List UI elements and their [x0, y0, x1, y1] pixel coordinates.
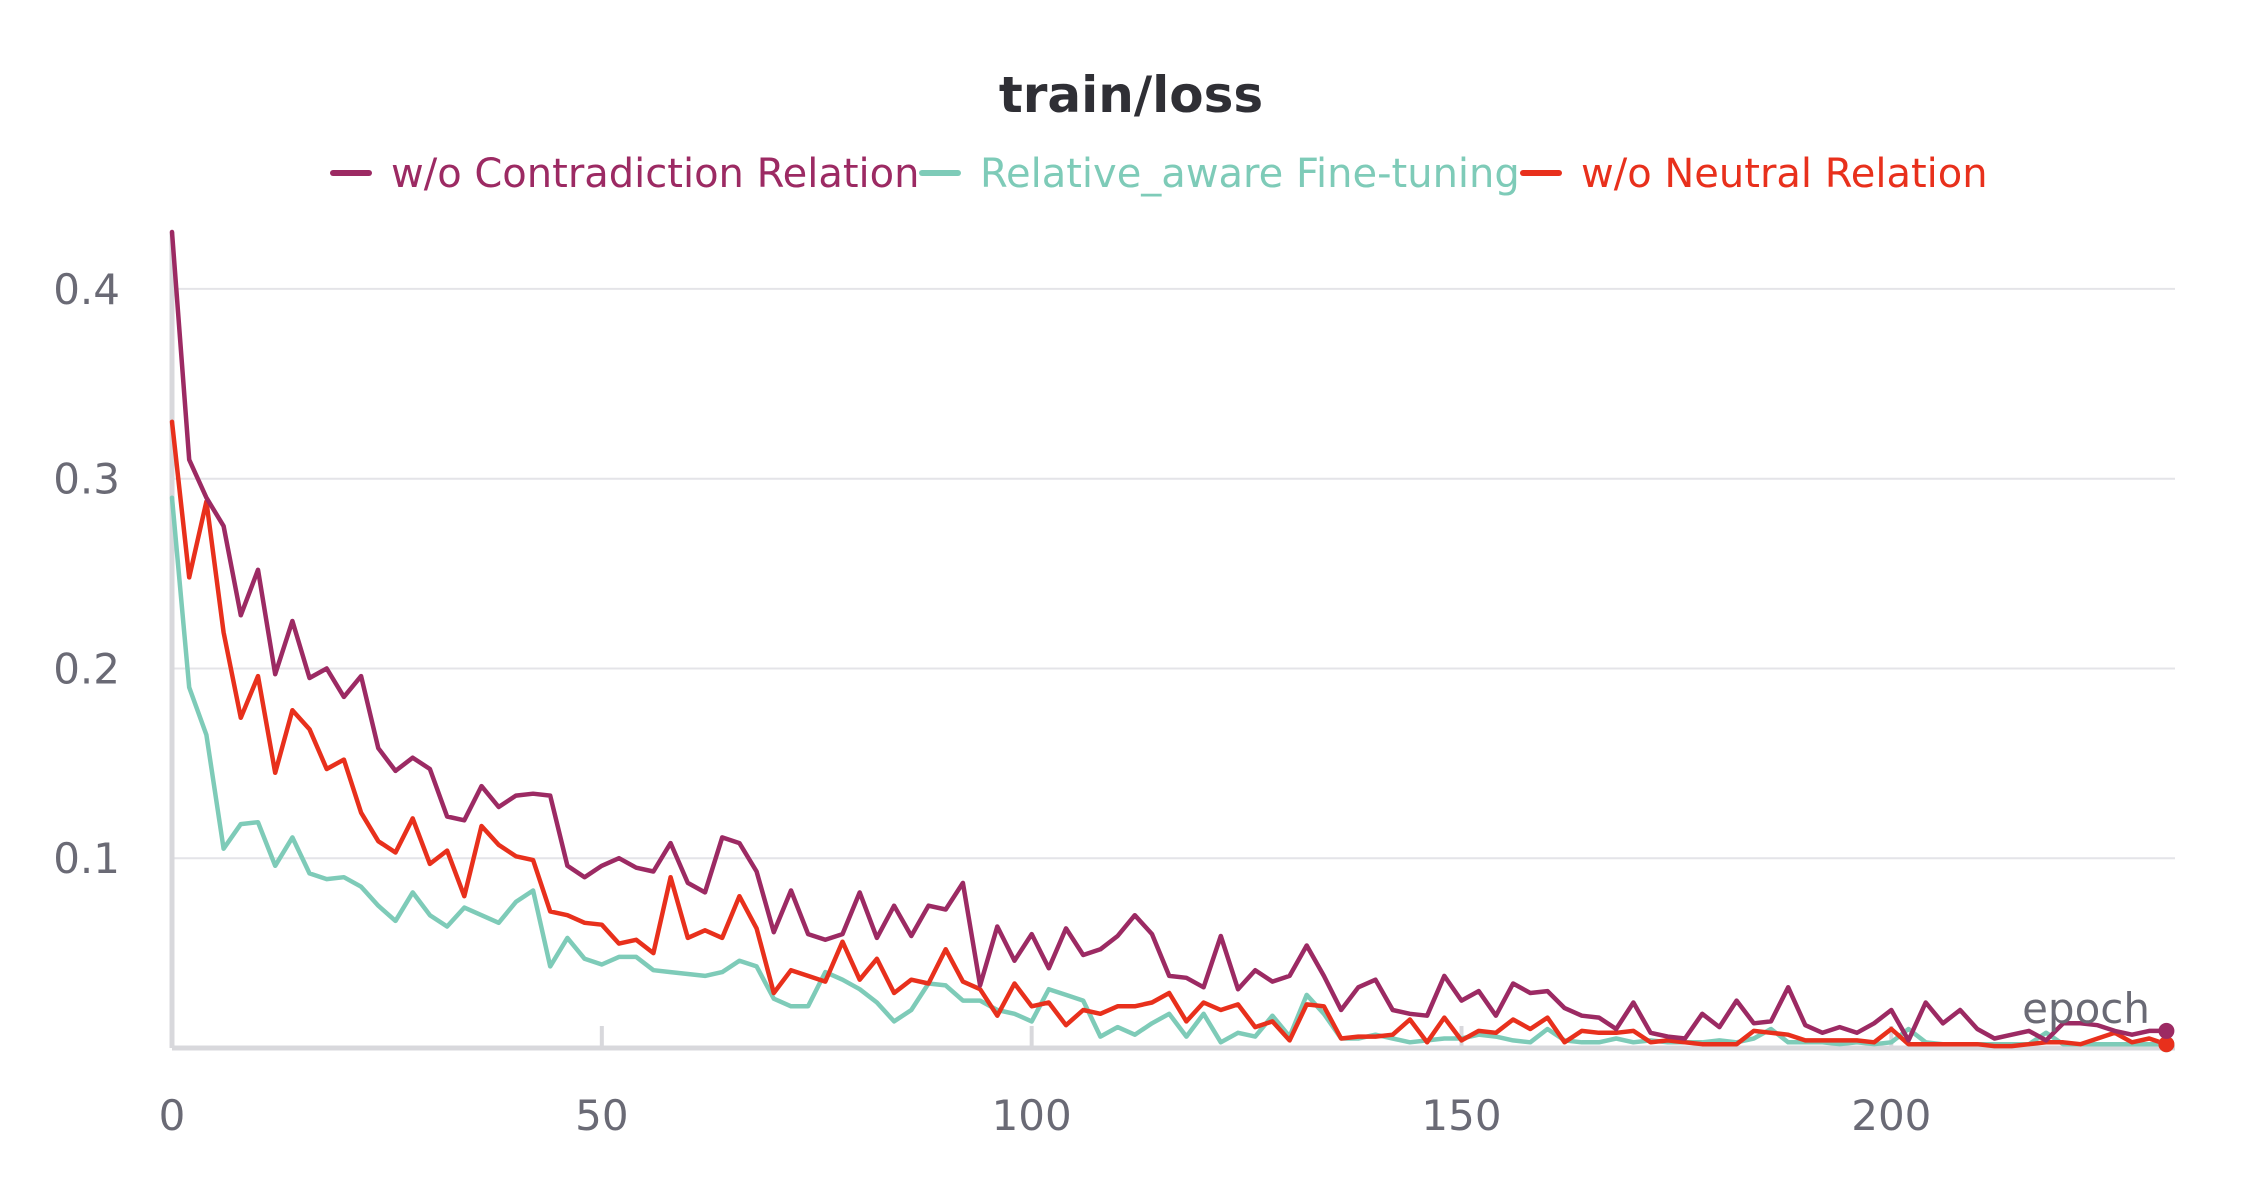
- legend-label: w/o Neutral Relation: [1581, 151, 1988, 197]
- x-tick-label: 150: [1421, 1091, 1501, 1140]
- x-tick-label: 200: [1851, 1091, 1931, 1140]
- series-end-marker-2: [2158, 1036, 2175, 1053]
- chart-title: train/loss: [999, 66, 1263, 124]
- legend-label: Relative_aware Fine-tuning: [980, 151, 1520, 197]
- end-markers: [2158, 1022, 2175, 1053]
- x-tick-label: 0: [159, 1091, 186, 1140]
- x-tick-label: 50: [575, 1091, 628, 1140]
- x-axis-label: epoch: [2022, 984, 2150, 1033]
- y-tick-label: 0.3: [53, 455, 120, 504]
- axes: 0.1 0.2 0.3 0.4 0 50 100 150 200: [53, 232, 2175, 1140]
- y-tick-label: 0.4: [53, 265, 120, 314]
- series-line-0: [169, 229, 2169, 1043]
- grid-lines: [172, 287, 2175, 860]
- series-line-2: [169, 419, 2169, 1049]
- x-tick-label: 100: [992, 1091, 1072, 1140]
- legend-label: w/o Contradiction Relation: [391, 151, 919, 197]
- series-line-1: [169, 495, 2169, 1047]
- y-tick-label: 0.2: [53, 644, 120, 693]
- y-tick-label: 0.1: [53, 834, 120, 883]
- series-end-marker-0: [2158, 1022, 2175, 1039]
- series-layer: [169, 229, 2169, 1049]
- legend: w/o Contradiction Relation Relative_aware…: [330, 151, 1988, 197]
